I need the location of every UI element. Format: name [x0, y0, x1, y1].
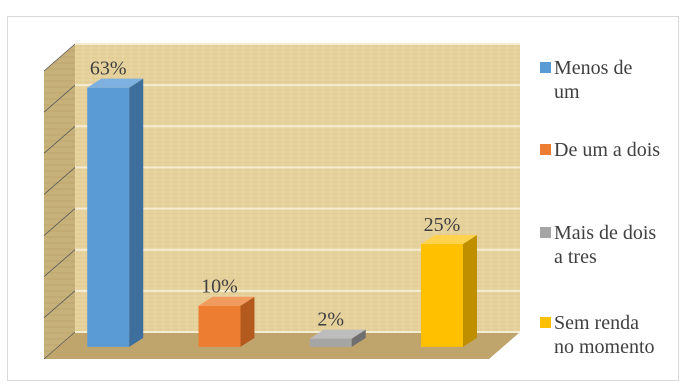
legend-swatch: [540, 227, 551, 238]
data-label: 25%: [424, 214, 461, 236]
legend-label-line1: Sem renda: [554, 312, 639, 334]
data-label: 2%: [317, 309, 344, 331]
floor: [44, 332, 520, 359]
bar-side: [462, 234, 477, 347]
legend-label: Sem renda no momento: [554, 311, 684, 359]
bar: [309, 338, 352, 347]
legend-label-line2: a tres: [554, 246, 597, 268]
legend-label-line2: um: [554, 81, 580, 103]
legend-label: Menos de um: [554, 56, 684, 104]
gridline-side: [43, 331, 76, 360]
gridline-side: [43, 43, 76, 72]
gridline-side: [43, 290, 76, 319]
bar: [198, 305, 241, 347]
bar: [420, 243, 463, 347]
legend-label-line1: Mais de dois: [554, 222, 657, 244]
bar: [87, 87, 130, 347]
gridline-side: [43, 84, 76, 113]
gridline-side: [43, 249, 76, 278]
data-label: 63%: [90, 58, 127, 80]
gridline-side: [43, 208, 76, 236]
legend-swatch: [540, 144, 551, 155]
bar-top: [87, 78, 144, 88]
bar-top: [198, 296, 255, 306]
legend-label: Mais de dois a tres: [554, 221, 684, 269]
bar-top: [309, 329, 366, 339]
bar-side: [129, 78, 144, 347]
legend-label-line1: Menos de: [554, 57, 633, 79]
side-wall: [44, 44, 75, 359]
legend-swatch: [540, 317, 551, 328]
legend-label: De um a dois: [554, 138, 684, 162]
bars: [87, 78, 477, 347]
legend-swatch: [540, 62, 551, 73]
legend-label-line2: no momento: [554, 336, 655, 358]
bar-top: [420, 234, 477, 244]
gridline-side: [43, 167, 76, 195]
bar-side: [240, 296, 255, 347]
bar-side: [351, 329, 366, 347]
gridline-side: [43, 125, 76, 154]
legend-label-line1: De um a dois: [554, 139, 661, 161]
data-label: 10%: [201, 276, 238, 298]
data-labels: 63% 10% 2% 25%: [90, 58, 460, 331]
